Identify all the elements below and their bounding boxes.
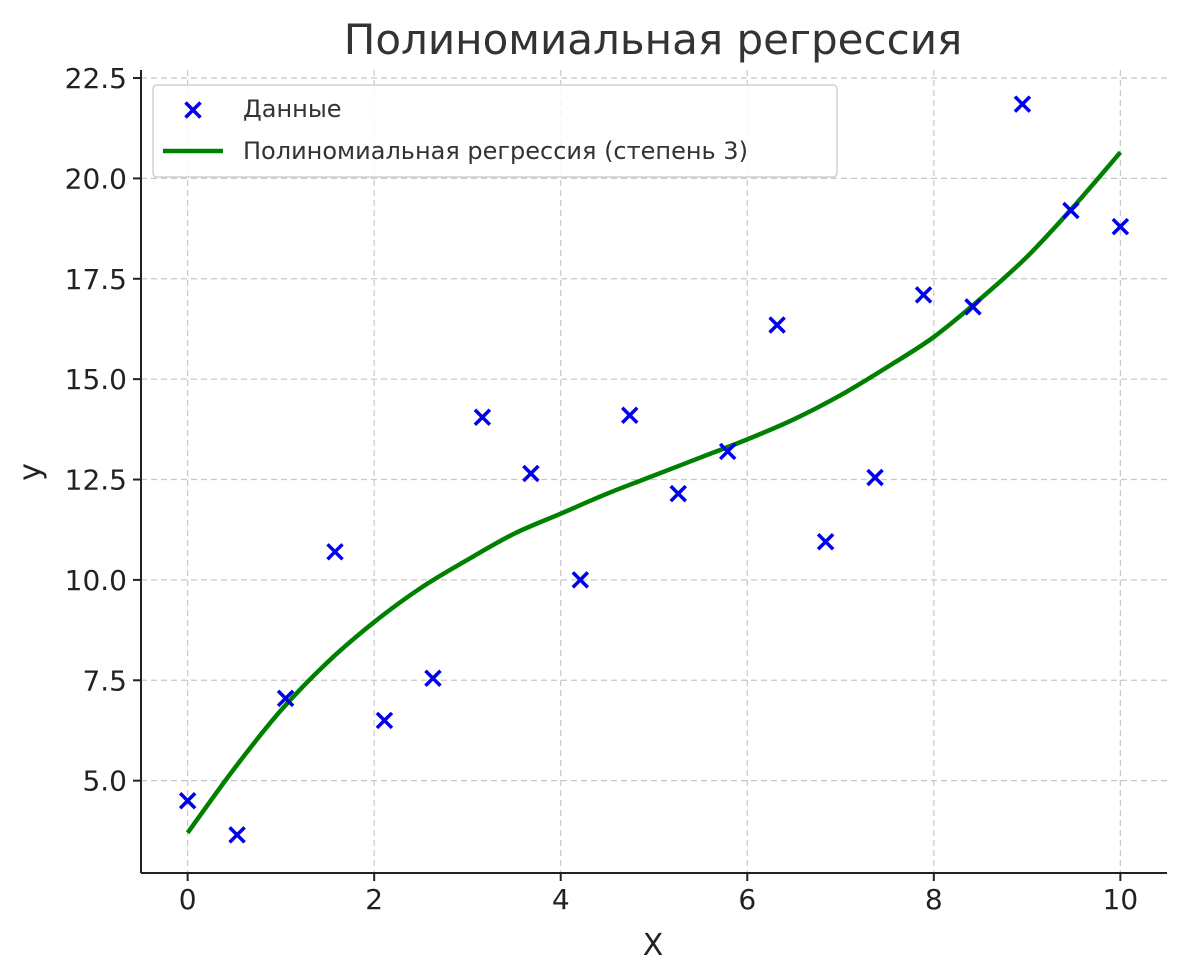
data-point [276, 689, 295, 708]
y-tick-label: 15.0 [65, 363, 127, 396]
data-point [1062, 201, 1080, 220]
data-point [375, 711, 394, 730]
data-point [571, 571, 590, 589]
regression-line [185, 150, 1123, 835]
legend-marker-scatter [184, 101, 202, 119]
data-point [669, 484, 687, 503]
legend-label-scatter: Данные [243, 95, 342, 123]
grid [141, 70, 1167, 873]
data-point [473, 408, 492, 427]
axes [140, 70, 1167, 874]
x-ticks: 0 2 4 6 8 10 [179, 873, 1138, 916]
y-tick-label: 20.0 [65, 162, 127, 195]
data-point [768, 316, 786, 334]
legend-box [152, 84, 838, 178]
data-point [964, 298, 982, 316]
data-point [424, 669, 442, 688]
chart-title: Полиномиальная регрессия [344, 15, 963, 64]
data-point [718, 442, 737, 461]
x-tick-label: 8 [925, 883, 943, 916]
data-point [621, 406, 639, 425]
data-point [1111, 217, 1130, 236]
data-point [228, 826, 246, 844]
y-tick-label: 7.5 [82, 664, 127, 697]
legend: Данные Полиномиальная регрессия (степень… [152, 84, 838, 178]
x-tick-label: 10 [1103, 883, 1139, 916]
x-tick-label: 4 [552, 883, 570, 916]
data-point [1013, 95, 1032, 113]
x-axis-label: X [643, 928, 664, 963]
y-tick-label: 17.5 [65, 263, 127, 296]
x-tick-label: 6 [738, 883, 756, 916]
data-point [816, 533, 835, 551]
data-point [178, 791, 197, 810]
y-axis-label: y [13, 463, 48, 481]
data-point [866, 468, 884, 487]
y-tick-label: 22.5 [65, 62, 127, 95]
data-point [914, 286, 933, 304]
legend-label-line: Полиномиальная регрессия (степень 3) [243, 137, 748, 165]
series-line [185, 150, 1123, 835]
y-ticks: 5.0 7.5 10.0 12.5 15.0 17.5 20.0 22.5 [65, 62, 141, 798]
y-tick-label: 5.0 [82, 765, 127, 798]
data-point [326, 543, 344, 561]
x-tick-label: 0 [179, 883, 197, 916]
y-tick-label: 10.0 [65, 564, 127, 597]
y-tick-label: 12.5 [65, 464, 127, 497]
x-tick-label: 2 [365, 883, 383, 916]
series-scatter [178, 95, 1130, 844]
data-point [522, 464, 540, 483]
